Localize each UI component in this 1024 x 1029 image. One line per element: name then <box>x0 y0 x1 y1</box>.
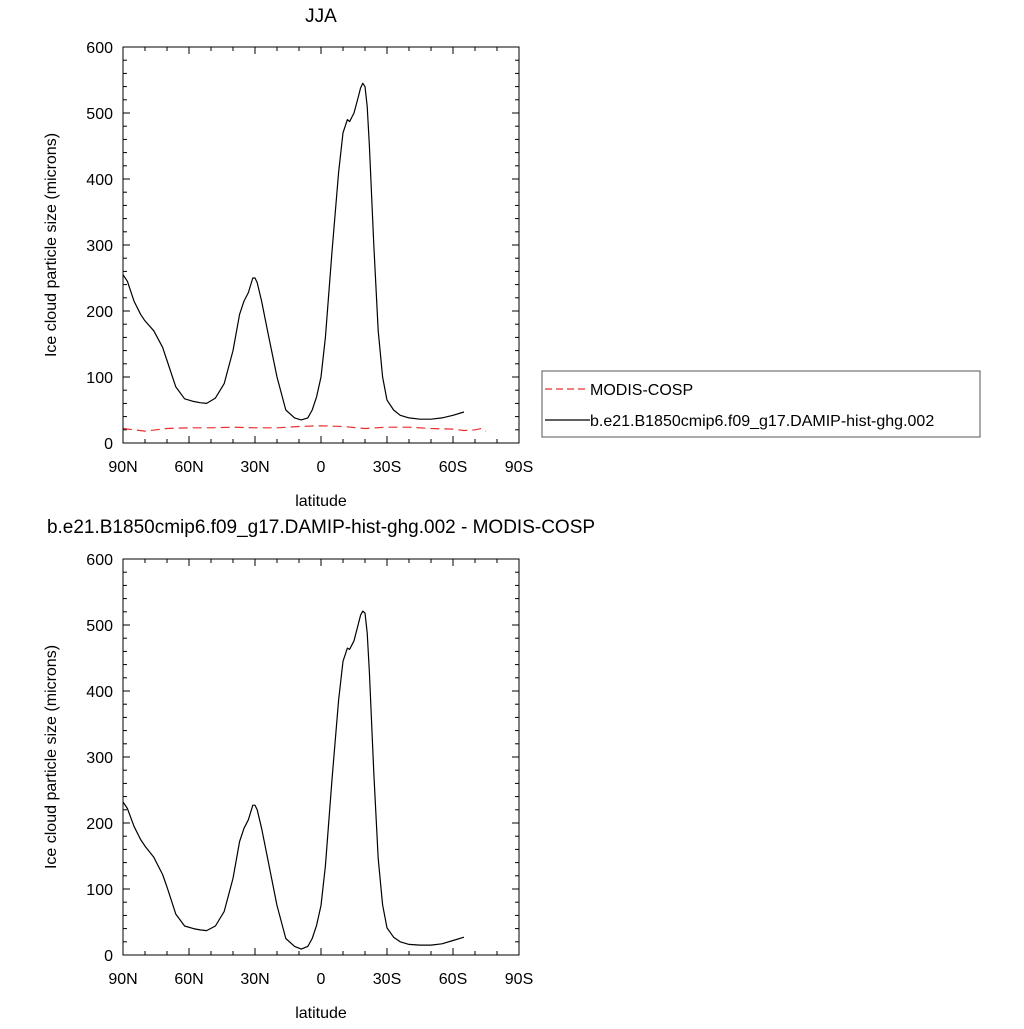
y-tick-label: 0 <box>104 948 113 965</box>
x-tick-label: 30N <box>240 459 269 476</box>
y-tick-label: 500 <box>86 106 113 123</box>
panel-1-frame <box>122 46 520 444</box>
y-tick-label: 200 <box>86 304 113 321</box>
x-tick-label: 60S <box>439 459 467 476</box>
y-tick-label: 300 <box>86 750 113 767</box>
panel-1-y-axis-label: Ice cloud particle size (microns) <box>43 133 60 357</box>
panel-2-x-tick-labels: 90N 60N 30N 0 30S 60S 90S <box>108 971 533 988</box>
panel-2-frame <box>122 558 520 956</box>
panel-1-lines <box>122 82 487 432</box>
legend: MODIS-COSP b.e21.B1850cmip6.f09_g17.DAMI… <box>541 370 981 438</box>
series-line-0 <box>122 610 465 950</box>
panel-2-x-axis-label: latitude <box>295 1005 347 1022</box>
y-tick-label: 200 <box>86 816 113 833</box>
panel-1-y-tick-labels: 0 100 200 300 400 500 600 <box>86 40 113 453</box>
y-tick-label: 100 <box>86 370 113 387</box>
x-tick-label: 30S <box>373 459 401 476</box>
panel-2-title: b.e21.B1850cmip6.f09_g17.DAMIP-hist-ghg.… <box>47 517 595 538</box>
x-tick-label: 90N <box>108 459 137 476</box>
x-tick-label: 90S <box>505 459 533 476</box>
panel-2-lines <box>122 610 465 950</box>
x-tick-label: 30S <box>373 971 401 988</box>
y-tick-label: 600 <box>86 552 113 569</box>
x-tick-label: 90N <box>108 971 137 988</box>
y-tick-label: 100 <box>86 882 113 899</box>
series-line-1 <box>122 82 465 421</box>
legend-label-modis: MODIS-COSP <box>590 382 693 399</box>
x-tick-label: 0 <box>317 459 326 476</box>
y-tick-label: 400 <box>86 684 113 701</box>
x-tick-label: 60N <box>174 459 203 476</box>
panel-1-x-axis-label: latitude <box>295 493 347 510</box>
panel-2-y-tick-labels: 0 100 200 300 400 500 600 <box>86 552 113 965</box>
panel-1-x-tick-labels: 90N 60N 30N 0 30S 60S 90S <box>108 459 533 476</box>
x-tick-label: 0 <box>317 971 326 988</box>
panel-2: b.e21.B1850cmip6.f09_g17.DAMIP-hist-ghg.… <box>43 517 595 1022</box>
y-tick-label: 600 <box>86 40 113 57</box>
y-tick-label: 500 <box>86 618 113 635</box>
panel-2-ticks <box>122 558 520 956</box>
panel-2-y-axis-label: Ice cloud particle size (microns) <box>43 645 60 869</box>
x-tick-label: 30N <box>240 971 269 988</box>
series-line-0 <box>122 425 487 432</box>
legend-box <box>541 370 981 438</box>
legend-label-model: b.e21.B1850cmip6.f09_g17.DAMIP-hist-ghg.… <box>590 413 934 430</box>
y-tick-label: 400 <box>86 172 113 189</box>
panel-1: JJA 90N 60N 30N 0 30S 60S 90S 0 100 200 300 400 500… <box>43 6 533 510</box>
y-tick-label: 300 <box>86 238 113 255</box>
x-tick-label: 60S <box>439 971 467 988</box>
y-tick-label: 0 <box>104 436 113 453</box>
panel-1-ticks <box>122 46 520 444</box>
panel-1-title: JJA <box>305 6 337 27</box>
x-tick-label: 60N <box>174 971 203 988</box>
x-tick-label: 90S <box>505 971 533 988</box>
